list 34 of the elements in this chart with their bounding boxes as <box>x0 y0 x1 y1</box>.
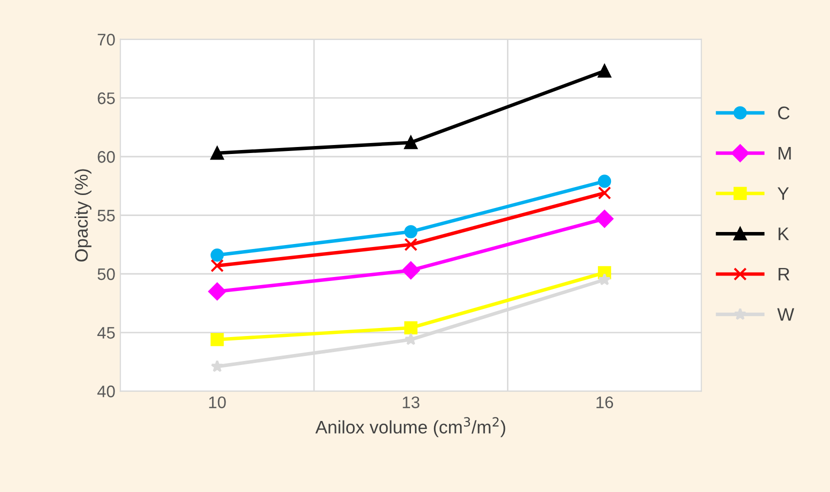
point <box>402 261 420 280</box>
x-tick-label: 13 <box>402 396 420 408</box>
point <box>210 248 224 262</box>
point <box>210 259 224 272</box>
point <box>208 282 226 300</box>
y-axis-title: Opacity (%) <box>74 169 92 262</box>
point <box>210 360 224 372</box>
point <box>210 146 224 160</box>
x-axis-title: Anilox volume (cm$^{3}$/m$^{2}$) <box>315 417 506 438</box>
point <box>404 321 418 334</box>
point <box>598 64 612 78</box>
legend-label: M <box>778 147 791 160</box>
legend-label: Y <box>778 187 789 200</box>
point <box>404 136 418 150</box>
y-tick-label: 50 <box>98 268 115 280</box>
x-tick-label: 16 <box>596 396 614 408</box>
legend-label: K <box>778 228 790 240</box>
legend-label: C <box>778 106 790 120</box>
point <box>210 332 224 346</box>
y-tick-label: 70 <box>98 34 115 46</box>
y-tick-label: 40 <box>97 386 115 398</box>
point <box>596 210 614 228</box>
legend-label: R <box>778 268 790 280</box>
x-tick-label: 10 <box>209 396 226 408</box>
y-tick-label: 55 <box>98 210 115 222</box>
legend-label: W <box>777 308 794 321</box>
y-tick-label: 45 <box>97 327 115 339</box>
point <box>598 174 612 188</box>
y-tick-label: 65 <box>98 92 115 104</box>
point <box>404 225 418 238</box>
y-tick-label: 60 <box>98 151 115 163</box>
point <box>598 186 612 200</box>
point <box>598 273 611 286</box>
point <box>404 238 418 252</box>
